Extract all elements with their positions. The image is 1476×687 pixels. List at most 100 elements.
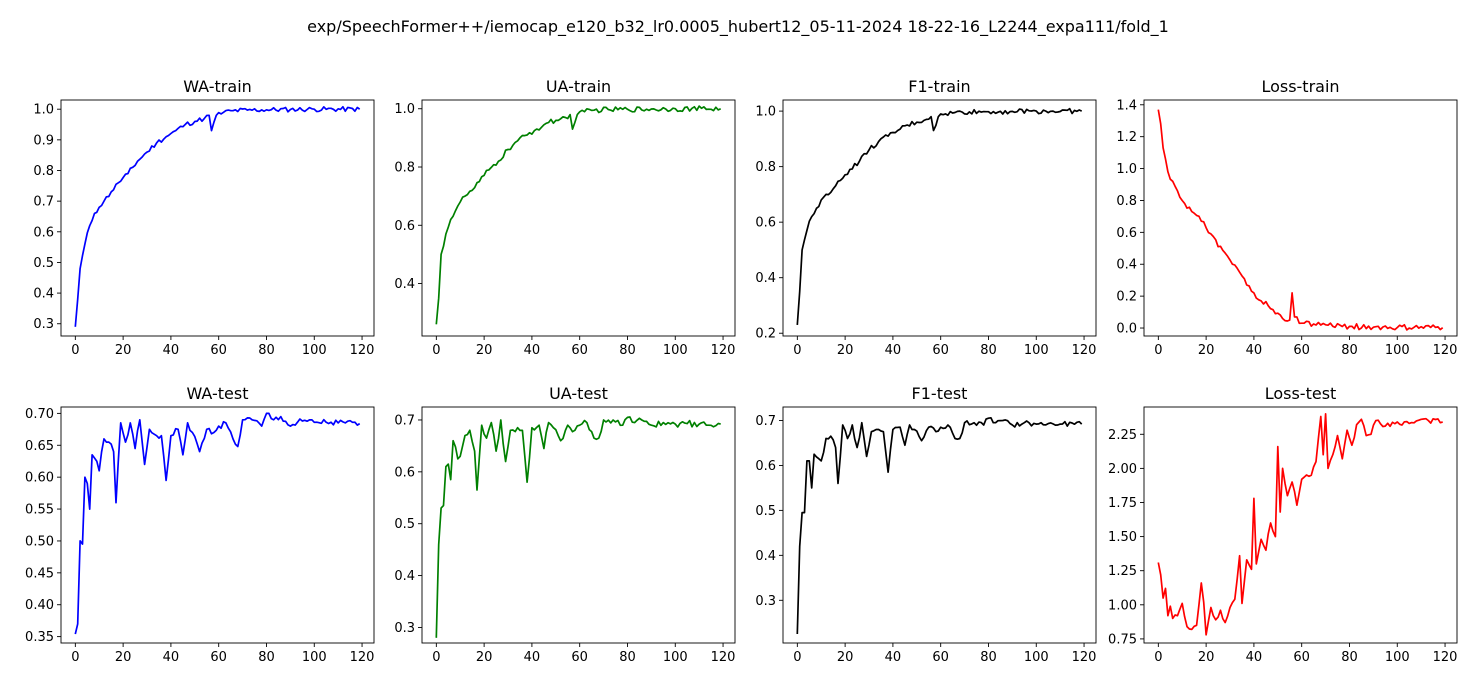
y-tick-label: 0.6	[33, 225, 54, 240]
series-line	[796, 107, 1083, 325]
x-tick-label: 60	[932, 343, 949, 358]
subplot-7: 0 20 40 60 80 100 120 0.75 1.00 1.25 1.50 1.75 2.00 2…	[1108, 384, 1457, 665]
y-tick-label: 0.60	[25, 471, 54, 486]
y-tick-label: 0.2	[1116, 290, 1137, 305]
x-tick-label: 60	[571, 343, 588, 358]
y-tick-label: 0.55	[25, 503, 54, 518]
x-tick-label: 120	[1433, 650, 1458, 665]
x-tick-label: 120	[350, 650, 375, 665]
subplot-title: Loss-train	[1261, 77, 1339, 96]
x-tick-label: 20	[1198, 650, 1215, 665]
x-tick-label: 80	[1341, 343, 1358, 358]
subplot-title: WA-train	[183, 77, 252, 96]
axes-frame	[60, 406, 375, 644]
x-tick-label: 40	[163, 343, 180, 358]
x-tick-label: 40	[524, 343, 541, 358]
y-tick-label: 1.00	[1108, 598, 1137, 613]
subplot-2: 0 20 40 60 80 100 120 0.2 0.4 0.6 0.8 1.0 F1-train	[755, 77, 1096, 358]
x-tick-label: 80	[980, 650, 997, 665]
y-tick-label: 0.2	[755, 327, 776, 342]
axes-frame	[782, 406, 1097, 644]
subplot-title: F1-test	[912, 384, 968, 403]
series-line	[435, 416, 721, 638]
subplot-1: 0 20 40 60 80 100 120 0.4 0.6 0.8 1.0 UA-train	[394, 77, 735, 358]
x-tick-label: 20	[115, 650, 132, 665]
subplot-6: 0 20 40 60 80 100 120 0.3 0.4 0.5 0.6 0.7 F1-test	[755, 384, 1096, 665]
y-tick-label: 0.7	[755, 414, 776, 429]
y-tick-label: 0.40	[25, 598, 54, 613]
x-tick-label: 80	[980, 343, 997, 358]
subplot-title: WA-test	[186, 384, 248, 403]
y-tick-label: 0.3	[394, 621, 415, 636]
x-tick-label: 20	[837, 650, 854, 665]
y-tick-label: 0.5	[394, 517, 415, 532]
y-tick-label: 1.25	[1108, 564, 1137, 579]
x-tick-label: 120	[350, 343, 375, 358]
axes-frame	[421, 99, 736, 337]
x-tick-label: 100	[1385, 650, 1410, 665]
y-tick-label: 0.4	[394, 569, 415, 584]
axes-frame	[1143, 406, 1458, 644]
y-tick-label: 0.8	[33, 164, 54, 179]
y-tick-label: 0.8	[394, 161, 415, 176]
y-tick-label: 0.0	[1116, 322, 1137, 337]
x-tick-label: 0	[793, 650, 801, 665]
subplot-0: 0 20 40 60 80 100 120 0.3 0.4 0.5 0.6 0.7 0.8 0.9 1.0 W…	[33, 77, 374, 358]
y-tick-label: 0.4	[33, 287, 54, 302]
x-tick-label: 20	[837, 343, 854, 358]
axes-frame	[421, 406, 736, 644]
x-tick-label: 120	[711, 343, 736, 358]
x-tick-label: 60	[932, 650, 949, 665]
y-tick-label: 1.50	[1108, 530, 1137, 545]
x-tick-label: 100	[302, 343, 327, 358]
x-tick-label: 20	[476, 343, 493, 358]
x-tick-label: 0	[1154, 343, 1162, 358]
series-line	[796, 416, 1083, 635]
y-tick-label: 0.4	[1116, 258, 1137, 273]
y-tick-label: 0.4	[394, 277, 415, 292]
y-tick-label: 0.5	[33, 256, 54, 271]
x-tick-label: 80	[258, 650, 275, 665]
series-line	[1157, 109, 1444, 331]
x-tick-label: 120	[1433, 343, 1458, 358]
y-tick-label: 0.3	[755, 594, 776, 609]
y-tick-label: 1.4	[1116, 98, 1137, 113]
y-tick-label: 1.0	[394, 102, 415, 117]
x-tick-label: 80	[619, 650, 636, 665]
x-tick-label: 120	[711, 650, 736, 665]
y-tick-label: 0.9	[33, 133, 54, 148]
series-line	[74, 412, 361, 635]
x-tick-label: 120	[1072, 343, 1097, 358]
series-line	[74, 105, 361, 327]
x-tick-label: 80	[258, 343, 275, 358]
x-tick-label: 60	[1293, 343, 1310, 358]
y-tick-label: 0.6	[1116, 226, 1137, 241]
x-tick-label: 120	[1072, 650, 1097, 665]
y-tick-label: 1.0	[33, 103, 54, 118]
x-tick-label: 60	[571, 650, 588, 665]
y-tick-label: 0.70	[25, 407, 54, 422]
y-tick-label: 0.8	[755, 160, 776, 175]
subplot-title: UA-train	[546, 77, 611, 96]
y-tick-label: 0.4	[755, 549, 776, 564]
y-tick-label: 2.00	[1108, 462, 1137, 477]
y-tick-label: 0.3	[33, 317, 54, 332]
y-tick-label: 2.25	[1108, 428, 1137, 443]
axes-frame	[782, 99, 1097, 337]
y-tick-label: 1.0	[1116, 162, 1137, 177]
y-tick-label: 0.4	[755, 271, 776, 286]
x-tick-label: 100	[1024, 343, 1049, 358]
x-tick-label: 20	[1198, 343, 1215, 358]
x-tick-label: 40	[1246, 343, 1263, 358]
subplot-title: Loss-test	[1265, 384, 1337, 403]
subplot-3: 0 20 40 60 80 100 120 0.0 0.2 0.4 0.6 0.8 1.0 1.2 1.4 L…	[1116, 77, 1457, 358]
x-tick-label: 40	[163, 650, 180, 665]
x-tick-label: 0	[71, 650, 79, 665]
y-tick-label: 0.6	[755, 459, 776, 474]
x-tick-label: 0	[793, 343, 801, 358]
x-tick-label: 40	[524, 650, 541, 665]
y-tick-label: 0.8	[1116, 194, 1137, 209]
x-tick-label: 0	[1154, 650, 1162, 665]
subplot-4: 0 20 40 60 80 100 120 0.35 0.40 0.45 0.50 0.55 0.60 0…	[25, 384, 374, 665]
